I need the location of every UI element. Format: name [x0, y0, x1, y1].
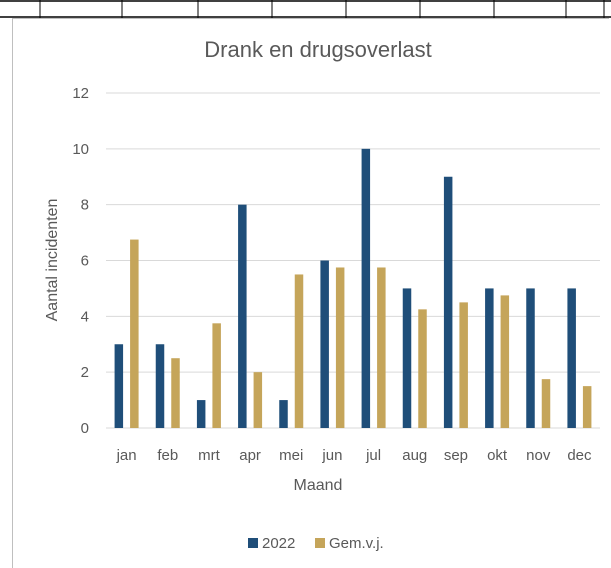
y-tick-label: 8 [81, 197, 89, 214]
bar-series1-mei [279, 400, 288, 428]
bar-series2-okt [500, 295, 510, 428]
bar-series1-apr [238, 204, 247, 428]
bar-series1-dec [567, 288, 576, 428]
y-tick-label: 12 [72, 85, 89, 102]
x-tick-label: mrt [198, 447, 220, 464]
table-border-lines [0, 0, 611, 18]
legend-label: Gem.v.j. [329, 535, 384, 552]
chart-frame [12, 18, 609, 568]
x-tick-label: mei [279, 447, 303, 464]
bar-series1-mrt [196, 400, 206, 428]
y-tick-label: 4 [81, 308, 89, 325]
bar-series2-feb [171, 358, 180, 428]
bar-series2-dec [582, 386, 592, 428]
bar-series1-nov [526, 288, 535, 428]
bars [114, 148, 592, 429]
legend-swatch [315, 538, 325, 548]
bar-series1-feb [155, 344, 165, 428]
x-tick-label: nov [526, 447, 551, 464]
legend-swatch [248, 538, 258, 548]
bar-series2-jan [130, 239, 139, 428]
bar-series1-okt [485, 288, 494, 428]
x-tick-label: apr [239, 447, 261, 464]
y-tick-label: 10 [72, 141, 89, 158]
bar-series1-jun [320, 260, 329, 428]
x-tick-label: sep [444, 447, 468, 464]
x-tick-label: jan [116, 447, 137, 464]
bar-series2-mei [294, 274, 304, 428]
x-tick-label: jul [365, 447, 381, 464]
bar-series2-mrt [212, 323, 221, 428]
bar-series2-nov [541, 379, 551, 428]
x-tick-label: okt [487, 447, 508, 464]
legend: 2022 Gem.v.j. [248, 535, 384, 552]
bar-series1-sep [443, 176, 453, 428]
chart-title: Drank en drugsoverlast [204, 37, 431, 62]
table-border-top [0, 0, 611, 18]
x-tick-label: jun [321, 447, 342, 464]
x-tick-label: feb [157, 447, 178, 464]
y-axis-ticks: 0 2 4 6 8 10 12 [72, 85, 89, 437]
y-tick-label: 2 [81, 364, 89, 381]
bar-series1-jul [361, 148, 371, 429]
bar-series1-aug [402, 288, 412, 428]
x-tick-label: dec [567, 447, 592, 464]
y-tick-label: 6 [81, 253, 89, 270]
legend-label: 2022 [262, 535, 295, 552]
x-axis-title: Maand [294, 477, 343, 494]
x-tick-label: aug [402, 447, 427, 464]
bar-series2-sep [459, 302, 468, 428]
bar-series2-jun [335, 267, 345, 428]
x-axis-ticks: jan feb mrt apr mei jun jul aug sep okt nov dec [116, 447, 592, 464]
bar-series1-jan [114, 344, 124, 428]
bar-series2-aug [418, 309, 427, 428]
bar-series2-apr [253, 372, 263, 428]
y-axis-title: Aantal incidenten [44, 199, 61, 322]
bar-series2-jul [377, 267, 386, 428]
y-tick-label: 0 [81, 420, 89, 437]
grid-lines [106, 92, 600, 429]
